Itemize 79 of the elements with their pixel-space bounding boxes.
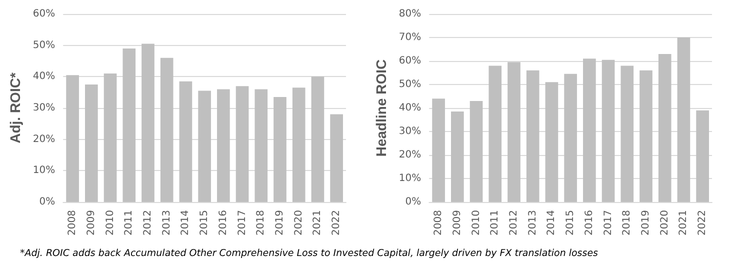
bar [160,58,174,202]
y-tick-label: 70% [398,32,422,43]
y-tick-label: 50% [398,79,422,90]
y-tick-label: 20% [32,134,56,145]
x-tick-label: 2010 [104,210,116,236]
x-tick-label: 2014 [546,210,558,236]
bar [254,89,268,202]
bar [696,110,709,202]
x-tick-label: 2021 [678,210,690,236]
y-tick-label: 10% [32,165,56,176]
x-tick-label: 2011 [490,210,501,236]
bar [526,70,540,202]
x-tick-label: 2012 [508,210,520,236]
bar [470,100,483,202]
y-tick-label: 0% [405,196,422,208]
x-tick-label: 2008 [67,210,78,236]
x-tick-label: 2018 [622,210,633,236]
bar [564,74,577,202]
x-tick-label: 2013 [527,210,538,236]
x-tick-label: 2017 [602,210,614,236]
bar [85,84,98,202]
x-tick-label: 2012 [142,210,154,236]
x-tick-label: 2009 [452,210,463,236]
bar [104,74,117,202]
bar [451,112,464,202]
y-tick-label: 50% [32,40,56,51]
bar [602,60,615,202]
bar [640,70,652,202]
x-tick-label: 2011 [124,210,135,236]
y-tick-label: 30% [32,102,56,114]
y-tick-label: 60% [32,8,56,20]
y-tick-label: 10% [398,173,422,184]
y-tick-label: 40% [398,102,422,114]
x-tick-label: 2022 [331,210,342,236]
x-tick-label: 2021 [312,210,324,236]
x-tick-label: 2008 [433,210,444,236]
bar [179,81,192,202]
x-tick-label: 2016 [218,210,229,236]
x-tick-label: 2015 [199,210,210,236]
bar [236,86,249,202]
x-tick-label: 2010 [470,210,482,236]
bar [274,97,286,202]
y-tick-label: 40% [32,71,56,82]
bar [311,76,324,202]
bar [142,44,154,202]
y-tick-label: 60% [398,56,422,66]
x-tick-label: 2014 [180,210,192,236]
x-tick-label: 2015 [565,210,576,236]
x-tick-label: 2016 [584,210,595,236]
y-axis-title: Adj. ROIC* [7,72,23,144]
text: *Adj. ROIC adds back Accumulated Other Comprehensive Loss to Invested Capital, largely driven by FX translation losses [20,248,600,259]
bar [198,90,211,202]
bar [66,75,79,202]
bar [677,38,690,202]
bar [330,114,343,202]
bar [620,66,634,202]
x-tick-label: 2020 [293,210,304,236]
x-tick-label: 2017 [236,210,248,236]
x-tick-label: 2018 [256,210,267,236]
y-axis-title: Headline ROIC [373,59,389,157]
bar [508,62,520,202]
bar [545,82,558,202]
y-tick-label: 80% [398,8,422,20]
x-tick-label: 2019 [274,210,286,236]
x-tick-label: 2020 [659,210,670,236]
y-tick-label: 20% [398,150,422,160]
x-tick-label: 2013 [161,210,172,236]
x-tick-label: 2019 [640,210,652,236]
y-tick-label: 30% [398,126,422,137]
y-tick-label: 0% [39,196,56,208]
bar [122,48,136,202]
bar [217,89,230,202]
x-tick-label: 2009 [86,210,97,236]
bar [292,88,306,202]
bar [658,54,672,202]
bar [488,66,502,202]
bar [432,98,445,202]
x-tick-label: 2022 [697,210,708,236]
bar [583,58,596,202]
